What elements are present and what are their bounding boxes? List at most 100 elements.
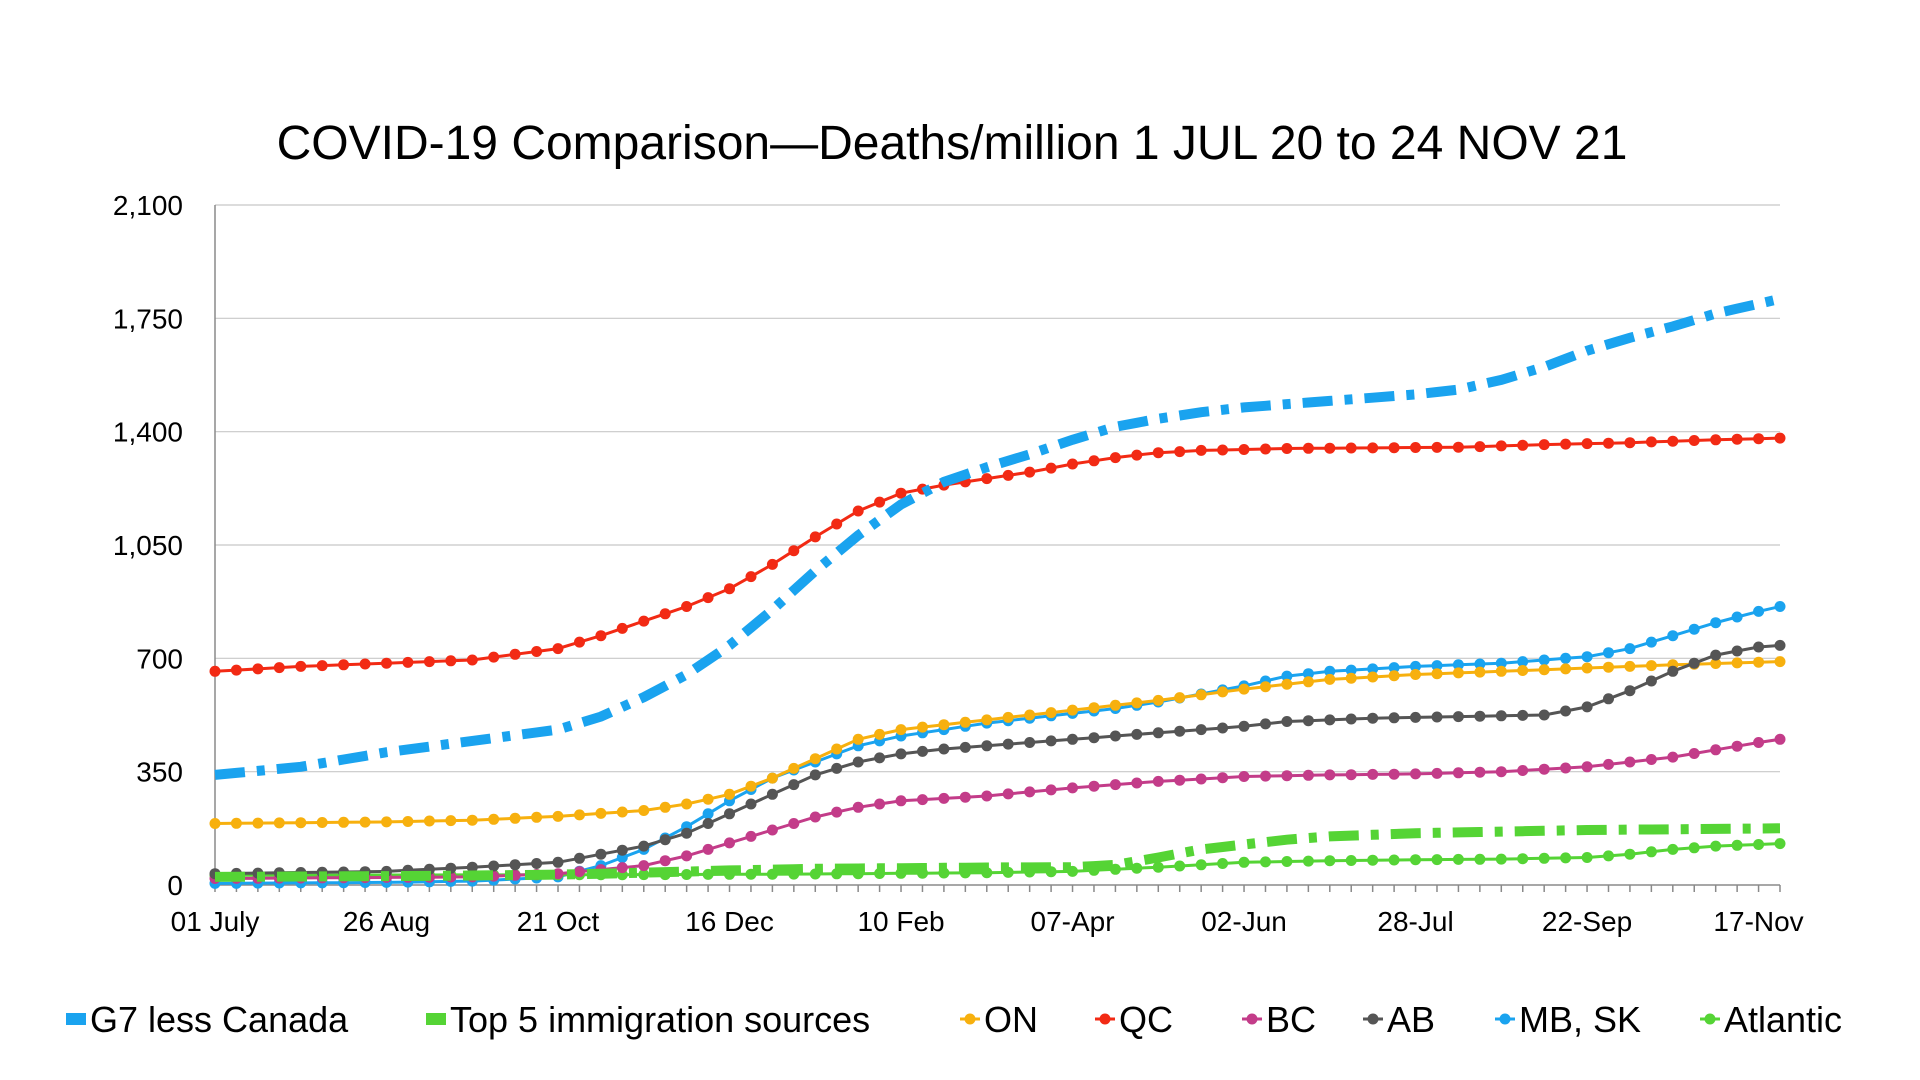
y-tick-label: 700	[136, 643, 183, 674]
data-point	[981, 740, 993, 752]
series-line	[214, 660, 1781, 825]
data-point	[1388, 854, 1400, 866]
data-point	[252, 817, 264, 829]
data-point	[1753, 641, 1765, 653]
legend-swatch-marker	[1499, 1013, 1511, 1025]
data-point	[1774, 639, 1786, 651]
data-point	[809, 811, 821, 823]
legend-label: G7 less Canada	[90, 999, 349, 1040]
x-axis-ticks: 01 July 26 Aug 21 Oct 16 Dec 10 Feb 07-Apr 02-…	[171, 885, 1804, 937]
chart-title: COVID-19 Comparison—Deaths/million 1 JUL…	[277, 117, 1628, 170]
data-point	[895, 487, 907, 499]
data-point	[1367, 768, 1379, 780]
data-point	[659, 608, 671, 620]
data-point	[831, 762, 843, 774]
data-point	[959, 791, 971, 803]
data-point	[1002, 788, 1014, 800]
data-point	[1624, 685, 1636, 697]
y-tick-label: 2,100	[113, 190, 183, 221]
data-point	[1131, 728, 1143, 740]
data-point	[574, 866, 585, 878]
data-point	[1238, 771, 1250, 782]
data-point	[638, 869, 650, 881]
data-point	[1324, 673, 1336, 685]
data-point	[788, 545, 800, 557]
data-point	[1088, 780, 1100, 792]
data-point	[1645, 675, 1657, 687]
data-point	[938, 719, 950, 731]
data-point	[1002, 738, 1014, 750]
y-tick-label: 1,400	[113, 417, 183, 448]
data-point	[1410, 669, 1421, 680]
data-point	[874, 728, 886, 740]
data-point	[852, 801, 864, 813]
data-point	[616, 806, 628, 818]
data-point	[230, 664, 242, 676]
data-point	[359, 816, 371, 828]
data-point	[1152, 861, 1164, 873]
legend-label: QC	[1119, 999, 1173, 1040]
data-point	[1281, 856, 1293, 867]
data-point	[1688, 748, 1700, 759]
data-point	[1410, 854, 1421, 866]
data-point	[574, 636, 585, 648]
data-point	[1195, 689, 1207, 701]
data-point	[938, 743, 950, 755]
data-point	[809, 531, 821, 543]
series-lines	[209, 294, 1786, 889]
x-tick-label: 16 Dec	[685, 906, 774, 937]
data-point	[638, 615, 650, 627]
data-point	[1345, 855, 1357, 866]
series-qc	[209, 432, 1786, 677]
series-g7-less-canada	[214, 294, 1782, 780]
data-point	[1667, 843, 1679, 855]
data-point	[1688, 435, 1700, 446]
legend-item: AB	[1363, 999, 1435, 1040]
data-point	[1152, 694, 1164, 706]
data-point	[1131, 697, 1143, 709]
data-point	[359, 658, 371, 670]
data-point	[1195, 859, 1207, 871]
data-point	[724, 583, 735, 595]
data-point	[1603, 647, 1614, 659]
data-point	[1710, 744, 1722, 756]
data-point	[1238, 683, 1250, 695]
data-point	[273, 662, 285, 674]
data-point	[1667, 665, 1679, 677]
data-point	[1067, 704, 1078, 716]
data-point	[788, 762, 800, 774]
data-point	[1367, 712, 1379, 724]
data-point	[1517, 853, 1529, 865]
data-point	[1024, 709, 1036, 721]
data-point	[1174, 446, 1186, 458]
data-point	[1174, 692, 1186, 704]
data-point	[1517, 439, 1529, 451]
data-point	[1281, 678, 1293, 690]
data-point	[1109, 730, 1121, 742]
data-point	[1324, 855, 1336, 867]
data-point	[1603, 758, 1614, 770]
data-point	[1560, 438, 1572, 450]
data-point	[1045, 707, 1057, 719]
x-tick-label: 26 Aug	[343, 906, 430, 937]
data-point	[702, 818, 714, 829]
data-point	[552, 856, 564, 868]
data-point	[1452, 711, 1464, 723]
data-point	[1388, 712, 1400, 724]
data-point	[788, 779, 800, 791]
series-line	[214, 436, 1781, 673]
data-point	[338, 816, 350, 828]
legend-label: AB	[1387, 999, 1435, 1040]
data-point	[831, 743, 843, 755]
series-bc	[209, 733, 1786, 884]
legend-swatch-marker	[964, 1013, 976, 1025]
data-point	[1667, 630, 1679, 642]
data-point	[745, 798, 757, 810]
data-point	[1002, 469, 1014, 481]
data-point	[1645, 846, 1657, 858]
x-tick-label: 02-Jun	[1201, 906, 1287, 937]
data-point	[809, 769, 821, 781]
data-point	[1345, 672, 1357, 684]
data-point	[1109, 779, 1121, 791]
data-point	[1260, 856, 1271, 868]
